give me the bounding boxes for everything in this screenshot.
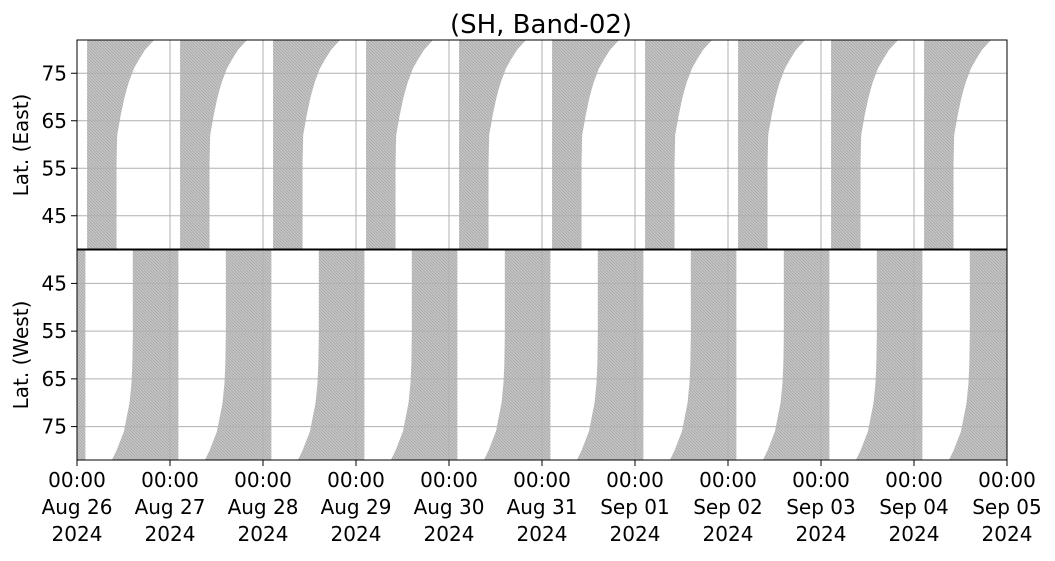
west-coverage-band [576,250,644,460]
x-tick-label-time: 00:00 [699,468,757,492]
east-band-area [366,40,434,249]
east-band-area [180,40,248,249]
east-coverage-band [459,40,527,249]
y-tick-label-west: 65 [42,367,67,391]
west-coverage-band [855,250,923,460]
x-tick-label-date: Sep 03 [786,495,856,519]
east-coverage-band [831,40,899,249]
x-tick-label-time: 00:00 [978,468,1036,492]
y-tick-label-west: 55 [42,319,67,343]
west-coverage-band [111,250,179,460]
x-tick-label-time: 00:00 [792,468,850,492]
east-coverage-band [366,40,434,249]
west-band-area [483,250,551,460]
y-tick-label-west: 75 [42,415,67,439]
x-tick-label-date: Sep 05 [972,495,1042,519]
east-coverage-band [552,40,620,249]
x-tick-label-year: 2024 [424,522,475,546]
west-coverage-band [762,250,830,460]
east-coverage-band [273,40,341,249]
x-tick-label-year: 2024 [796,522,847,546]
x-tick-label-year: 2024 [145,522,196,546]
west-band-area [669,250,737,460]
west-coverage-band [483,250,551,460]
x-tick-label-year: 2024 [982,522,1033,546]
x-tick-label-time: 00:00 [234,468,292,492]
east-band-area [831,40,899,249]
x-tick-label-year: 2024 [889,522,940,546]
west-band-area [390,250,458,460]
east-band-area [738,40,806,249]
x-tick-label-date: Aug 30 [414,495,485,519]
y-tick-label-east: 75 [42,61,67,85]
east-band-area [924,40,992,249]
east-band-area [459,40,527,249]
x-tick-label-year: 2024 [517,522,568,546]
x-tick-label-time: 00:00 [420,468,478,492]
x-tick-label-time: 00:00 [48,468,106,492]
west-band-area [855,250,923,460]
y-axis-label-east: Lat. (East) [9,94,33,197]
east-panel-frame [76,39,1008,250]
x-tick-label-date: Sep 01 [600,495,670,519]
west-coverage-band [669,250,737,460]
x-tick-label-time: 00:00 [327,468,385,492]
x-tick-label-year: 2024 [703,522,754,546]
east-coverage-band [87,40,155,249]
west-band-area [111,250,179,460]
west-band-area [576,250,644,460]
west-coverage-band [204,250,272,460]
east-band-area [273,40,341,249]
west-coverage-band [77,250,86,460]
x-tick-label-time: 00:00 [606,468,664,492]
east-coverage-band [738,40,806,249]
x-tick-label-date: Aug 27 [135,495,206,519]
x-tick-label-date: Aug 26 [42,495,113,519]
y-tick-label-west: 45 [42,271,67,295]
west-coverage-band [948,250,1007,460]
west-band-area [948,250,1007,460]
west-coverage-band [390,250,458,460]
east-coverage-band [924,40,992,249]
y-tick-label-east: 65 [42,109,67,133]
x-tick-label-time: 00:00 [885,468,943,492]
chart-title: (SH, Band-02) [450,10,632,40]
y-axis-label-west: Lat. (West) [9,301,33,410]
east-band-area [645,40,713,249]
west-band-area [77,250,86,460]
x-tick-label-date: Aug 31 [507,495,578,519]
y-tick-label-east: 45 [42,204,67,228]
x-tick-label-date: Aug 29 [321,495,392,519]
east-coverage-band [645,40,713,249]
y-tick-label-east: 55 [42,156,67,180]
x-tick-label-year: 2024 [610,522,661,546]
x-tick-label-date: Sep 04 [879,495,949,519]
x-tick-label-date: Sep 02 [693,495,763,519]
x-tick-label-year: 2024 [331,522,382,546]
west-coverage-band [297,250,365,460]
x-tick-label-time: 00:00 [141,468,199,492]
east-coverage-band [180,40,248,249]
east-band-area [87,40,155,249]
x-tick-label-year: 2024 [52,522,103,546]
west-band-area [762,250,830,460]
x-tick-label-year: 2024 [238,522,289,546]
x-tick-label-date: Aug 28 [228,495,299,519]
west-band-area [204,250,272,460]
x-tick-label-time: 00:00 [513,468,571,492]
east-band-area [552,40,620,249]
west-band-area [297,250,365,460]
